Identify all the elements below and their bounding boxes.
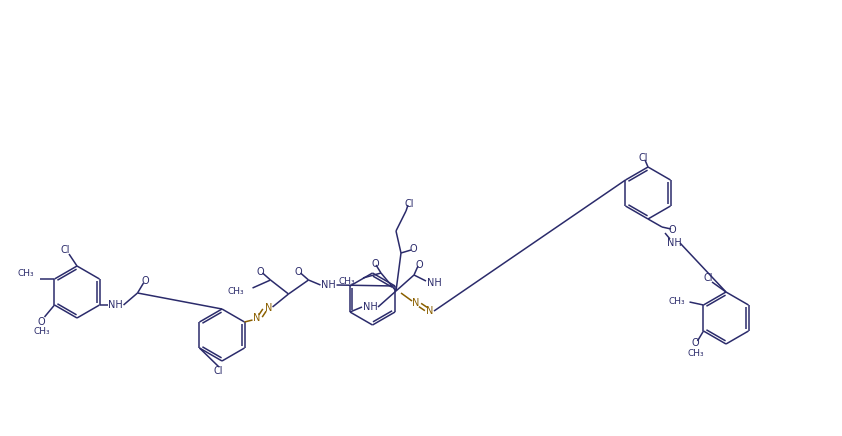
Text: O: O: [669, 225, 676, 235]
Text: N: N: [253, 313, 260, 323]
Text: CH₃: CH₃: [228, 286, 244, 296]
Text: N: N: [426, 306, 434, 316]
Text: N: N: [265, 303, 272, 313]
Text: CH₃: CH₃: [33, 327, 50, 335]
Text: Cl: Cl: [638, 153, 647, 163]
Text: NH: NH: [321, 280, 336, 290]
Text: O: O: [409, 244, 417, 254]
Text: Cl: Cl: [213, 366, 223, 376]
Text: CH₃: CH₃: [687, 348, 704, 358]
Text: CH₃: CH₃: [18, 269, 35, 279]
Text: O: O: [295, 267, 302, 277]
Text: O: O: [257, 267, 264, 277]
Text: N: N: [413, 298, 419, 308]
Text: CH₃: CH₃: [338, 276, 355, 286]
Text: Cl: Cl: [404, 199, 413, 209]
Text: NH: NH: [108, 300, 123, 310]
Text: NH: NH: [667, 238, 681, 248]
Text: NH: NH: [363, 302, 377, 312]
Text: NH: NH: [427, 278, 441, 288]
Text: O: O: [141, 276, 149, 286]
Text: Cl: Cl: [703, 273, 712, 283]
Text: Cl: Cl: [61, 245, 70, 255]
Text: O: O: [371, 259, 379, 269]
Text: O: O: [38, 317, 45, 327]
Text: O: O: [415, 260, 423, 270]
Text: O: O: [691, 338, 700, 348]
Text: CH₃: CH₃: [669, 296, 685, 306]
